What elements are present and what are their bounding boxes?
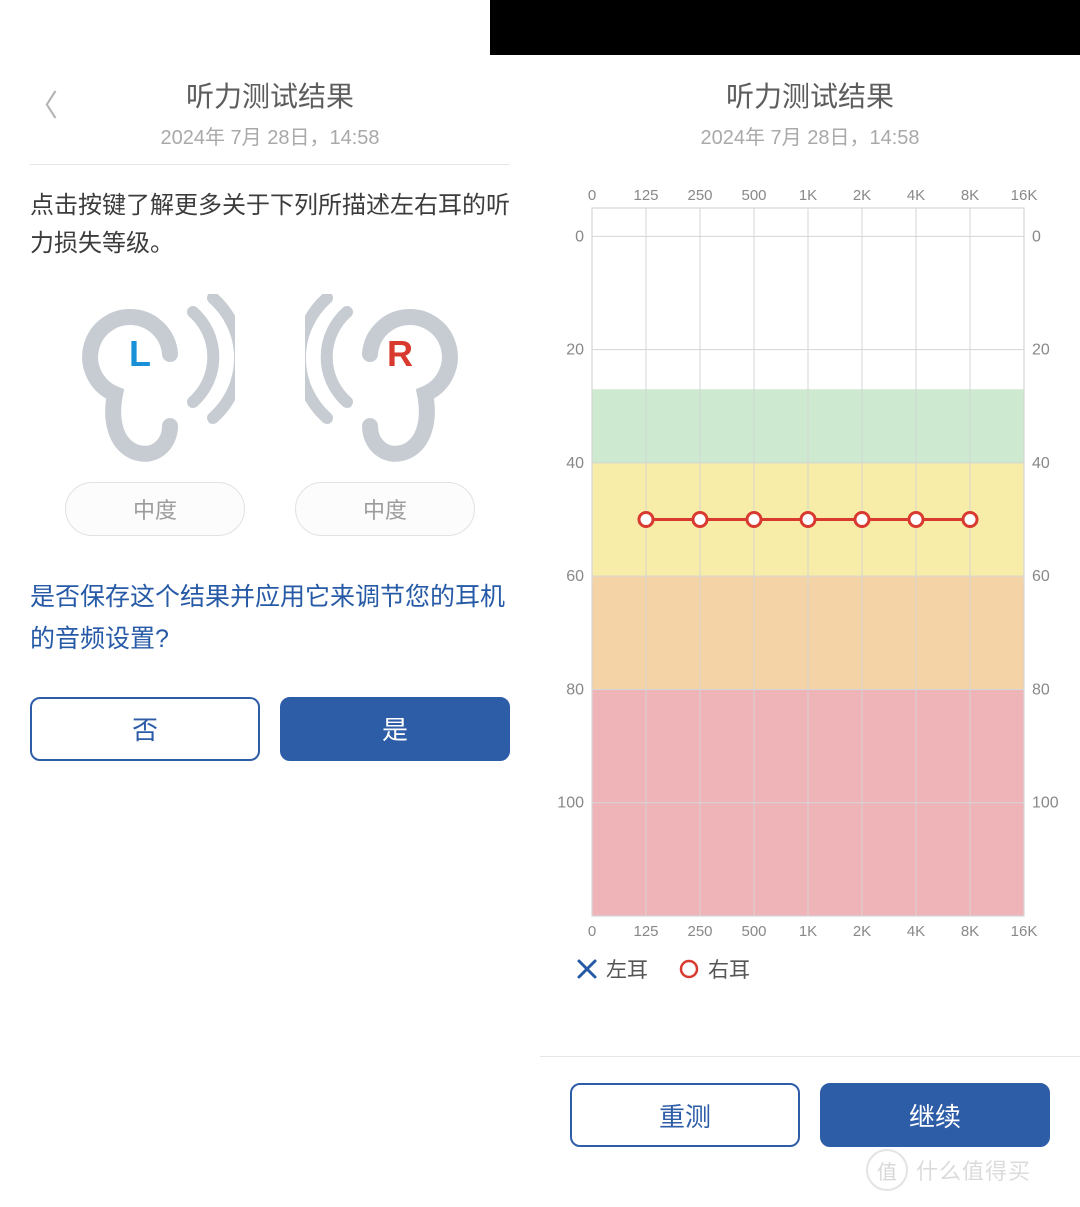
left-button-row: 否 是 [30, 697, 510, 761]
svg-text:100: 100 [558, 795, 584, 812]
x-marker-icon [576, 958, 598, 980]
retest-button[interactable]: 重测 [570, 1083, 800, 1147]
legend-right-label: 右耳 [708, 954, 750, 984]
watermark-text: 什么值得买 [916, 1154, 1031, 1186]
no-button[interactable]: 否 [30, 697, 260, 761]
svg-text:16K: 16K [1011, 923, 1038, 940]
svg-text:100: 100 [1032, 795, 1058, 812]
watermark-badge-icon: 值 [866, 1149, 908, 1191]
svg-text:250: 250 [687, 923, 712, 940]
datetime-right: 2024年 7月 28日，14:58 [558, 121, 1062, 150]
svg-text:80: 80 [566, 681, 584, 698]
right-ear-level-pill[interactable]: 中度 [295, 482, 475, 536]
right-header: 听力测试结果 2024年 7月 28日，14:58 [558, 75, 1062, 164]
instruction-text: 点击按键了解更多关于下列所描述左右耳的听力损失等级。 [30, 187, 510, 264]
datetime-left: 2024年 7月 28日，14:58 [30, 121, 510, 150]
svg-text:8K: 8K [961, 923, 979, 940]
right-button-row: 重测 继续 [570, 1083, 1050, 1147]
svg-text:0: 0 [1032, 228, 1041, 245]
svg-text:500: 500 [741, 923, 766, 940]
svg-text:60: 60 [1032, 568, 1050, 585]
svg-text:40: 40 [1032, 455, 1050, 472]
save-question: 是否保存这个结果并应用它来调节您的耳机的音频设置? [30, 576, 510, 661]
back-chevron-icon[interactable]: 〈 [28, 81, 58, 125]
left-ear-level-pill[interactable]: 中度 [65, 482, 245, 536]
svg-text:60: 60 [566, 568, 584, 585]
page-title-right: 听力测试结果 [558, 75, 1062, 115]
legend-left-ear: 左耳 [576, 954, 648, 984]
svg-text:2K: 2K [853, 187, 871, 204]
legend-left-label: 左耳 [606, 954, 648, 984]
svg-text:16K: 16K [1011, 187, 1038, 204]
o-marker-icon [678, 958, 700, 980]
audiogram-chart: 0 0 125 125 250 250 500 500 1K 1K 2K 2K 4K 4K 8K 8K 16K 1… [558, 182, 1062, 942]
svg-text:40: 40 [566, 455, 584, 472]
svg-text:20: 20 [566, 342, 584, 359]
svg-text:1K: 1K [799, 187, 817, 204]
ears-row: L 中度 R 中度 [30, 294, 510, 536]
svg-text:0: 0 [588, 187, 596, 204]
svg-text:125: 125 [633, 187, 658, 204]
svg-text:4K: 4K [907, 923, 925, 940]
left-ear-icon: L [75, 294, 235, 464]
yes-button[interactable]: 是 [280, 697, 510, 761]
page-title-left: 听力测试结果 [30, 75, 510, 115]
left-pane: 〈 听力测试结果 2024年 7月 28日，14:58 点击按键了解更多关于下列… [0, 55, 540, 1207]
chart-legend: 左耳 右耳 [576, 954, 1062, 984]
legend-right-ear: 右耳 [678, 954, 750, 984]
watermark: 值 什么值得买 [866, 1147, 1066, 1193]
svg-text:4K: 4K [907, 187, 925, 204]
left-header: 〈 听力测试结果 2024年 7月 28日，14:58 [30, 75, 510, 165]
right-pane: 听力测试结果 2024年 7月 28日，14:58 0 0 125 125 250 250… [540, 55, 1080, 1207]
svg-text:8K: 8K [961, 187, 979, 204]
svg-text:80: 80 [1032, 681, 1050, 698]
right-ear-icon: R [305, 294, 465, 464]
svg-text:1K: 1K [799, 923, 817, 940]
svg-text:L: L [129, 333, 151, 374]
left-ear-block[interactable]: L 中度 [55, 294, 255, 536]
svg-text:125: 125 [633, 923, 658, 940]
right-ear-block[interactable]: R 中度 [285, 294, 485, 536]
svg-text:20: 20 [1032, 342, 1050, 359]
svg-text:0: 0 [575, 228, 584, 245]
svg-text:R: R [387, 333, 413, 374]
svg-text:250: 250 [687, 187, 712, 204]
svg-text:0: 0 [588, 923, 596, 940]
svg-text:2K: 2K [853, 923, 871, 940]
continue-button[interactable]: 继续 [820, 1083, 1050, 1147]
svg-text:500: 500 [741, 187, 766, 204]
